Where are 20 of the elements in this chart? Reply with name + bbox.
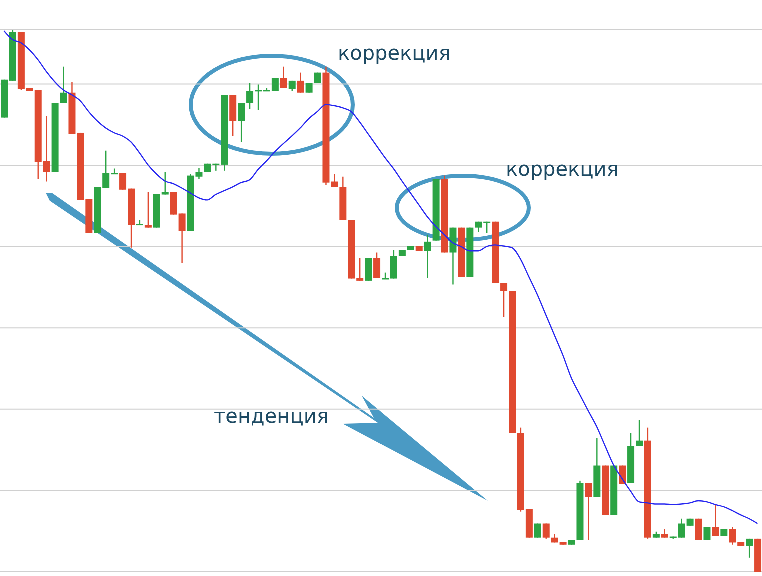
annotation: тенденция bbox=[214, 404, 329, 428]
candlestick bbox=[746, 538, 754, 559]
candlestick bbox=[534, 523, 542, 538]
candlestick bbox=[365, 258, 372, 282]
candlestick bbox=[542, 523, 550, 540]
candlestick bbox=[424, 234, 432, 279]
candlestick bbox=[585, 482, 592, 541]
candlestick bbox=[144, 191, 152, 228]
candlestick bbox=[374, 252, 381, 279]
candlestick bbox=[704, 526, 711, 541]
annotation: коррекция bbox=[338, 41, 451, 65]
candlestick bbox=[280, 66, 288, 89]
candlestick bbox=[306, 82, 313, 94]
candlestick bbox=[297, 72, 304, 94]
candlestick bbox=[636, 420, 643, 447]
candlestick bbox=[238, 102, 246, 143]
candlestick bbox=[60, 66, 68, 104]
candlestick bbox=[500, 282, 508, 318]
annotation: коррекция bbox=[506, 157, 619, 181]
candlestick bbox=[712, 504, 720, 537]
